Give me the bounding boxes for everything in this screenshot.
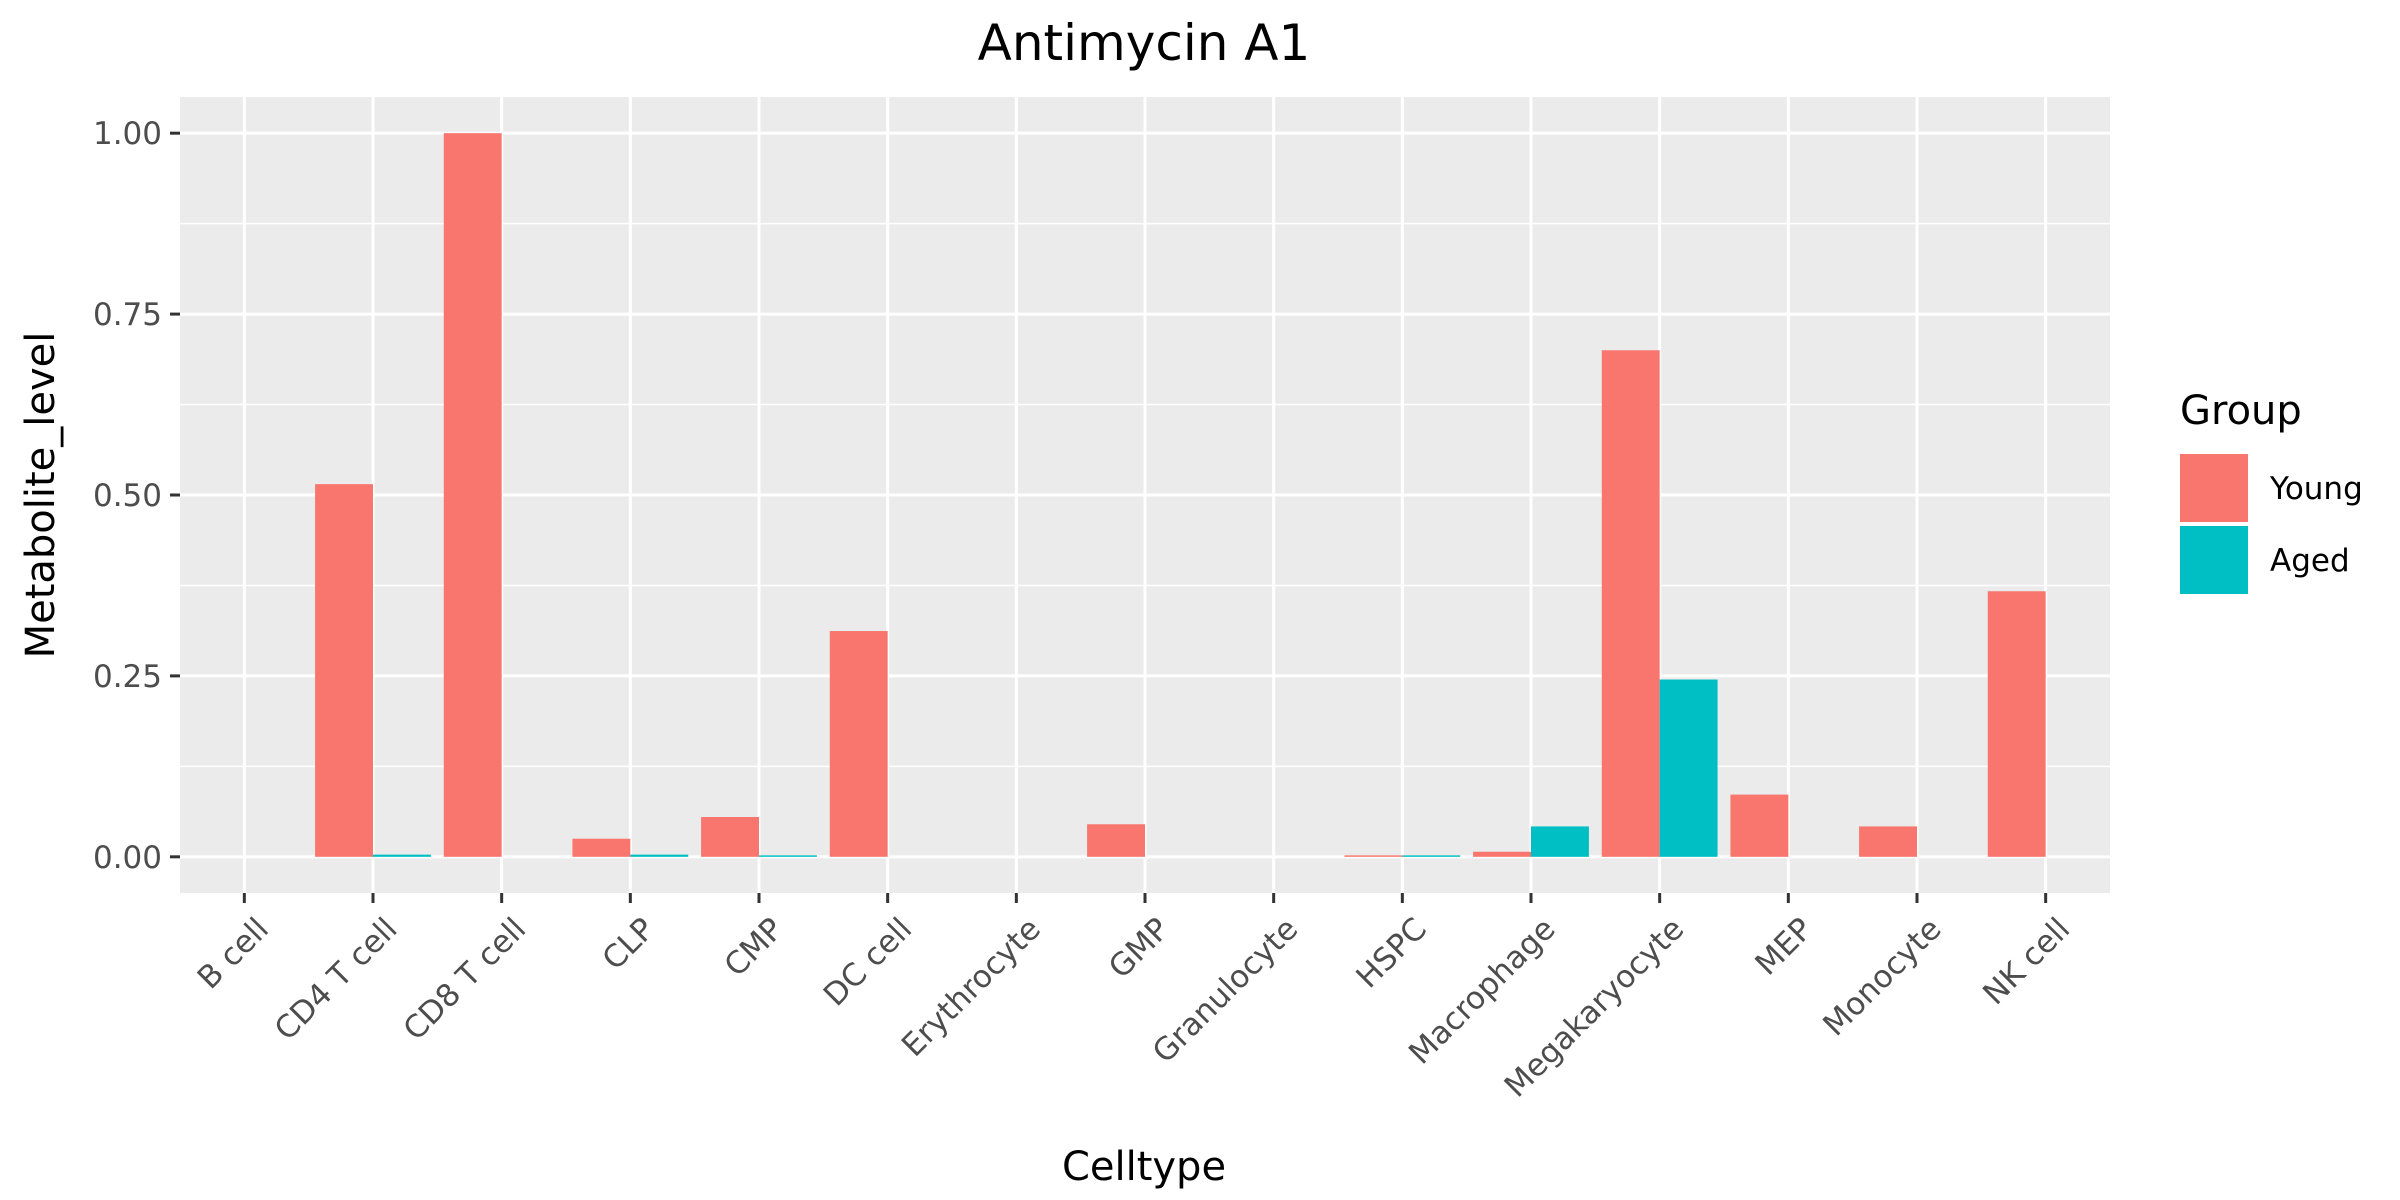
bar-young-3	[572, 838, 631, 857]
y-tick-label: 0.50	[93, 478, 162, 514]
bar-aged-4	[759, 855, 817, 857]
y-tick-label: 0.75	[93, 297, 162, 333]
bars	[315, 133, 2046, 857]
bar-aged-9	[1402, 855, 1461, 857]
bar-aged-3	[630, 854, 689, 857]
y-tick-label: 1.00	[93, 116, 162, 152]
x-axis-title: Celltype	[1062, 1144, 1226, 1190]
legend-key-aged	[2180, 526, 2248, 594]
bar-young-2	[443, 133, 502, 857]
legend: Group Young Aged	[2180, 388, 2363, 594]
legend-label-young: Young	[2269, 471, 2363, 507]
bar-young-9	[1344, 855, 1403, 857]
y-axis: 0.00 0.25 0.50 0.75 1.00	[93, 116, 180, 876]
bar-young-11	[1601, 350, 1660, 857]
y-tick-label: 0.00	[93, 840, 162, 876]
bar-young-7	[1087, 824, 1145, 857]
bar-young-13	[1859, 826, 1917, 857]
legend-label-aged: Aged	[2270, 543, 2350, 579]
y-axis-title: Metabolite_level	[18, 332, 64, 659]
bar-young-4	[701, 817, 759, 857]
bar-aged-1	[373, 854, 431, 857]
legend-title: Group	[2180, 388, 2302, 434]
chart-title: Antimycin A1	[978, 14, 1311, 72]
bar-young-14	[1987, 591, 2046, 857]
legend-key-young	[2180, 454, 2248, 522]
bar-aged-10	[1531, 826, 1589, 857]
y-tick-label: 0.25	[93, 659, 162, 695]
bar-aged-11	[1659, 679, 1718, 857]
bar-young-5	[829, 631, 888, 857]
bar-young-10	[1473, 851, 1531, 857]
bar-young-12	[1730, 794, 1789, 857]
bar-young-1	[315, 484, 373, 857]
